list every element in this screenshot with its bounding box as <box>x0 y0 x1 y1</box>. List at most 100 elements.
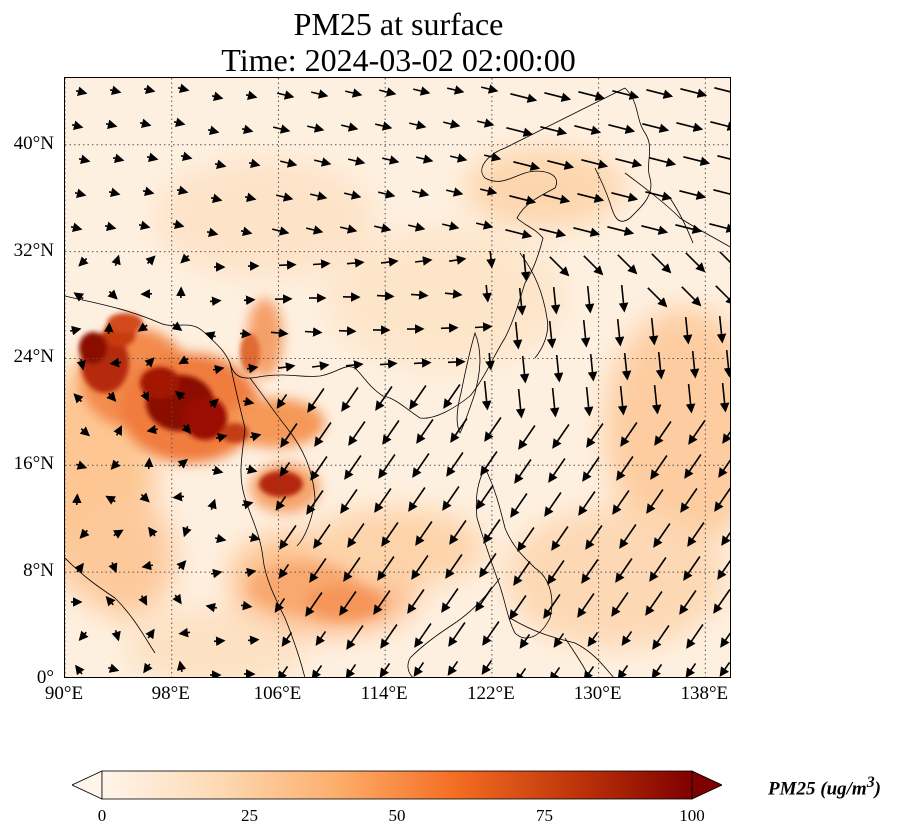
wind-arrow <box>411 555 429 580</box>
wind-arrow <box>107 289 118 300</box>
wind-arrow <box>713 189 730 199</box>
wind-arrow <box>685 384 696 414</box>
wind-arrow <box>109 85 122 95</box>
wind-arrow <box>306 225 324 235</box>
wind-arrow <box>612 90 640 100</box>
wind-arrow <box>548 458 566 483</box>
wind-arrow <box>74 562 84 574</box>
wind-arrow <box>173 117 186 127</box>
wind-arrow <box>649 157 677 167</box>
wind-arrow <box>346 625 364 650</box>
wind-arrow <box>446 187 464 197</box>
wind-arrow <box>241 500 254 510</box>
wind-arrow <box>681 286 702 307</box>
wind-arrow <box>171 321 183 331</box>
wind-arrow <box>374 488 392 513</box>
wind-arrow <box>513 161 541 171</box>
wind-arrow <box>410 290 429 300</box>
wind-arrow <box>311 89 329 99</box>
wind-arrow <box>207 498 217 510</box>
wind-arrow <box>477 118 495 128</box>
wind-arrow <box>347 523 365 548</box>
wind-arrow <box>722 431 730 444</box>
wind-arrow <box>74 188 87 198</box>
wind-arrow <box>374 223 392 233</box>
wind-arrow <box>76 358 87 371</box>
wind-arrow <box>646 489 664 514</box>
wind-arrow <box>510 93 538 103</box>
wind-arrow <box>204 331 216 341</box>
wind-arrow <box>582 457 600 482</box>
wind-arrow <box>348 421 366 446</box>
wind-arrow <box>649 557 667 582</box>
wind-arrow <box>113 425 123 436</box>
wind-arrow <box>646 89 674 99</box>
wind-arrow <box>378 189 396 199</box>
wind-arrow <box>348 156 366 166</box>
wind-arrow <box>314 422 332 447</box>
wind-arrow <box>109 357 122 368</box>
wind-arrow <box>553 632 565 648</box>
wind-arrow <box>442 486 460 511</box>
wind-arrow <box>148 526 158 538</box>
wind-arrow <box>103 322 114 335</box>
wind-arrow <box>445 554 463 579</box>
wind-arrow <box>550 287 561 315</box>
wind-arrow <box>279 525 297 550</box>
wind-arrow <box>448 622 466 647</box>
wind-arrow <box>443 119 461 129</box>
wind-arrow <box>480 186 498 196</box>
wind-arrow <box>177 458 189 469</box>
wind-arrow <box>240 226 253 236</box>
wind-arrow <box>484 152 502 162</box>
wind-arrow <box>484 417 502 442</box>
latitude-tick-label: 40°N <box>13 132 54 154</box>
wind-arrow <box>539 228 567 238</box>
wind-arrow <box>513 561 531 586</box>
wind-arrow <box>382 155 400 165</box>
wind-arrow <box>313 524 331 549</box>
wind-arrow <box>76 460 88 470</box>
wind-arrow <box>574 125 602 135</box>
colorbar-label: PM25 (ug/m3) <box>768 774 881 800</box>
wind-arrow <box>687 522 705 547</box>
wind-arrow <box>379 87 397 97</box>
wind-arrow <box>345 360 364 370</box>
wind-arrow <box>272 226 290 236</box>
wind-arrow <box>447 85 465 95</box>
wind-arrow <box>505 229 533 239</box>
wind-arrow <box>146 152 159 162</box>
wind-arrow <box>78 256 89 267</box>
wind-arrow <box>679 590 697 615</box>
wind-arrow <box>177 83 190 93</box>
wind-arrow <box>245 464 258 474</box>
wind-arrow <box>182 526 192 538</box>
wind-arrow <box>307 123 325 133</box>
wind-arrow <box>310 456 328 481</box>
wind-arrow <box>244 567 257 578</box>
wind-arrow <box>312 259 331 269</box>
wind-arrow <box>274 597 286 613</box>
colorbar-label-text: PM25 (ug/m <box>768 778 867 800</box>
wind-arrow <box>641 225 669 235</box>
wind-arrow <box>648 318 659 346</box>
wind-arrow <box>340 224 358 234</box>
wind-arrow <box>680 88 708 98</box>
wind-arrow <box>509 195 537 205</box>
wind-arrow <box>70 222 83 232</box>
wind-arrow <box>617 386 628 416</box>
wind-arrow <box>540 126 568 136</box>
wind-arrow <box>475 587 493 612</box>
wind-arrow <box>553 355 564 383</box>
wind-arrow <box>242 396 255 407</box>
colorbar-tick-label: 0 <box>97 806 107 825</box>
colorbar-extend-max <box>691 770 722 800</box>
colorbar-extend-min <box>72 770 103 800</box>
colorbar-tick-label: 100 <box>679 806 705 825</box>
wind-arrow <box>79 528 90 539</box>
wind-arrow <box>145 255 156 266</box>
wind-arrow <box>549 256 570 277</box>
wind-arrow <box>141 560 154 571</box>
wind-arrow <box>407 589 425 614</box>
wind-arrow <box>680 488 698 513</box>
